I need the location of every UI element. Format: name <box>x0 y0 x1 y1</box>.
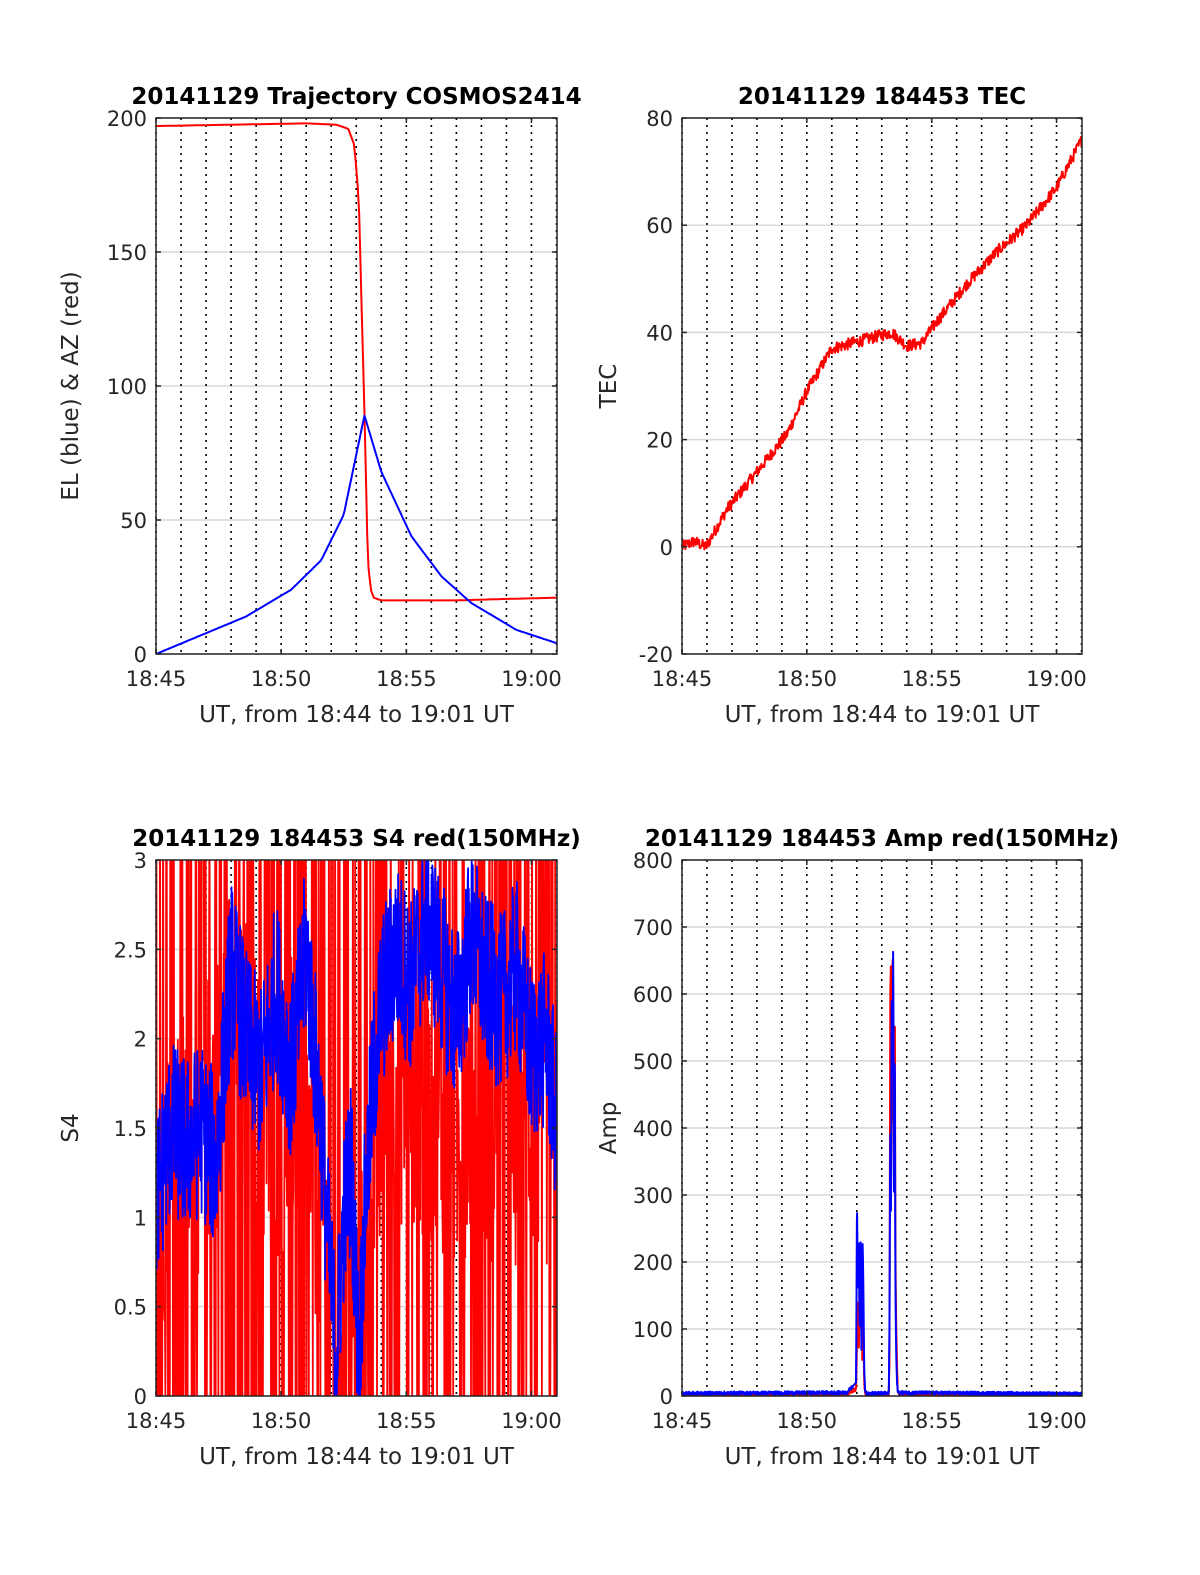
x-tick-label: 18:45 <box>126 1409 187 1433</box>
panel-s4: 20141129 184453 S4 red(150MHz) 0 0.5 1 1.5 2… <box>58 826 581 1470</box>
series-group <box>682 136 1082 551</box>
y-axis-label: S4 <box>58 1113 84 1142</box>
y-tick-label: 500 <box>633 1050 673 1074</box>
y-tick-label: 100 <box>633 1318 673 1342</box>
x-tick-label: 18:45 <box>126 667 187 691</box>
x-tick-label: 18:55 <box>376 667 437 691</box>
panel-trajectory: 20141129 Trajectory COSMOS2414 0 50 100 150… <box>58 84 582 728</box>
x-axis-label: UT, from 18:44 to 19:01 UT <box>199 702 515 728</box>
y-tick-label: 20 <box>646 429 673 453</box>
y-tick-label: 800 <box>633 849 673 873</box>
y-tick-label: 0.5 <box>114 1296 147 1320</box>
x-tick-label: 18:55 <box>376 1409 437 1433</box>
y-tick-label: 40 <box>646 321 673 345</box>
y-tick-label: 50 <box>120 509 147 533</box>
chart-title: 20141129 184453 Amp red(150MHz) <box>645 826 1119 852</box>
plot-area: 0 100 200 300 400 500 600 700 800 18:45 18:50 18:55… <box>596 849 1087 1470</box>
axes-box <box>681 117 1083 655</box>
y-tick-label: -20 <box>639 643 673 667</box>
chart-title: 20141129 184453 S4 red(150MHz) <box>132 826 581 852</box>
x-tick-label: 18:50 <box>251 1409 312 1433</box>
plot-area: 0 0.5 1 1.5 2 2.5 3 18:45 18:50 18:55 19:00 UT, fro… <box>58 849 562 1470</box>
series-line <box>682 136 1082 551</box>
x-tick-label: 19:00 <box>1026 1409 1087 1433</box>
x-tick-label: 19:00 <box>1026 667 1087 691</box>
y-tick-label: 3 <box>134 849 147 873</box>
y-tick-label: 0 <box>134 1385 147 1409</box>
panel-tec: 20141129 184453 TEC -20 0 20 40 60 80 18:45 18:… <box>596 84 1087 728</box>
x-tick-label: 18:45 <box>652 667 713 691</box>
y-tick-label: 300 <box>633 1184 673 1208</box>
y-tick-label: 1 <box>134 1206 147 1230</box>
x-tick-label: 18:50 <box>777 1409 838 1433</box>
chart-title: 20141129 184453 TEC <box>738 84 1026 110</box>
x-tick-label: 19:00 <box>501 667 562 691</box>
x-tick-label: 18:45 <box>652 1409 713 1433</box>
y-axis-label: TEC <box>596 364 622 410</box>
x-axis-label: UT, from 18:44 to 19:01 UT <box>725 702 1041 728</box>
y-tick-label: 600 <box>633 983 673 1007</box>
series-line <box>156 122 557 602</box>
y-tick-label: 80 <box>646 107 673 131</box>
x-axis-label: UT, from 18:44 to 19:01 UT <box>199 1444 515 1470</box>
y-tick-label: 400 <box>633 1117 673 1141</box>
y-tick-label: 200 <box>633 1251 673 1275</box>
series-group <box>682 950 1082 1396</box>
y-tick-label: 60 <box>646 214 673 238</box>
y-tick-label: 700 <box>633 916 673 940</box>
series-line <box>156 414 557 654</box>
series-line <box>156 860 557 1396</box>
x-tick-label: 18:55 <box>901 667 962 691</box>
y-tick-label: 1.5 <box>114 1117 147 1141</box>
plot-area: 0 50 100 150 200 18:45 18:50 18:55 19:00 UT, from… <box>58 107 562 728</box>
series-group <box>156 860 557 1396</box>
x-tick-label: 18:55 <box>901 1409 962 1433</box>
x-tick-label: 19:00 <box>501 1409 562 1433</box>
y-tick-label: 0 <box>660 536 673 560</box>
series-line <box>682 950 1082 1396</box>
y-tick-label: 0 <box>134 643 147 667</box>
x-axis-label: UT, from 18:44 to 19:01 UT <box>725 1444 1041 1470</box>
y-axis-label: EL (blue) & AZ (red) <box>58 271 84 500</box>
y-tick-label: 0 <box>660 1385 673 1409</box>
y-tick-label: 2.5 <box>114 938 147 962</box>
panel-amp: 20141129 184453 Amp red(150MHz) 0 100 200 3… <box>596 826 1119 1470</box>
plot-area: -20 0 20 40 60 80 18:45 18:50 18:55 19:00 UT, from… <box>596 107 1087 728</box>
y-tick-label: 200 <box>107 107 147 131</box>
y-tick-label: 150 <box>107 241 147 265</box>
y-tick-label: 100 <box>107 375 147 399</box>
x-tick-label: 18:50 <box>251 667 312 691</box>
y-axis-label: Amp <box>596 1102 622 1155</box>
chart-title: 20141129 Trajectory COSMOS2414 <box>131 84 581 110</box>
y-tick-label: 2 <box>134 1028 147 1052</box>
x-tick-label: 18:50 <box>777 667 838 691</box>
series-group <box>156 122 557 654</box>
